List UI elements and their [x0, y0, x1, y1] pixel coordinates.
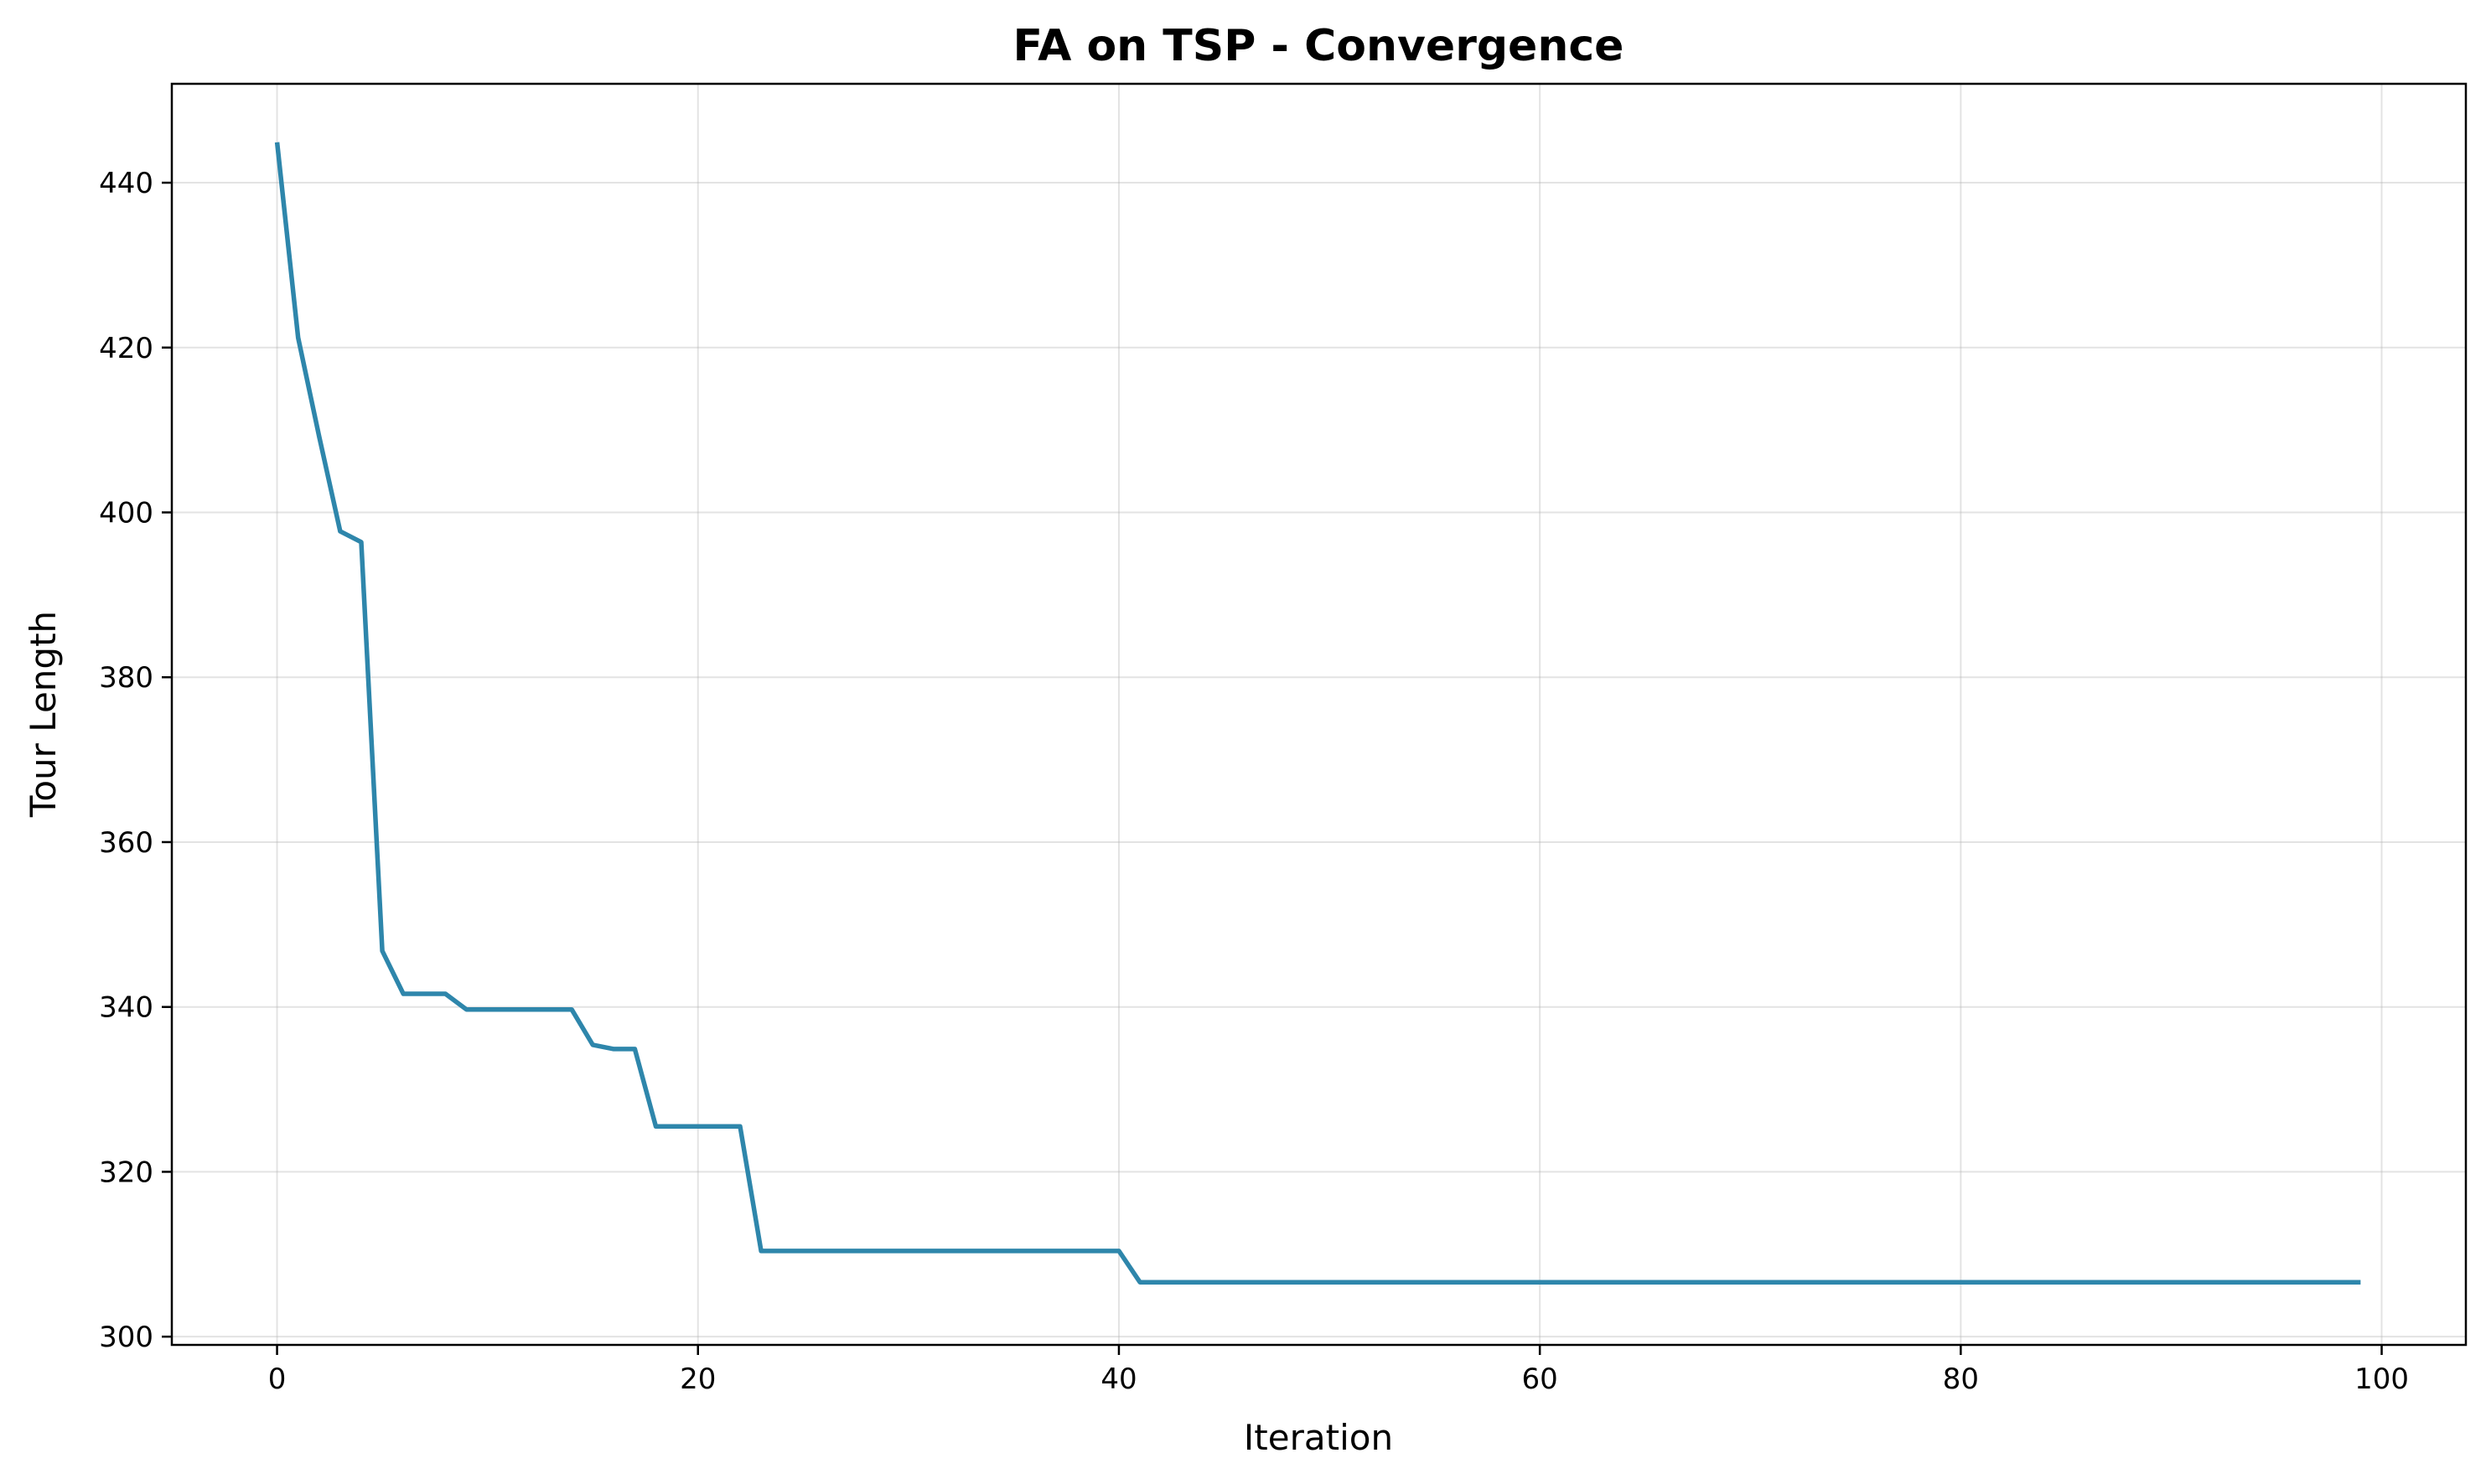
y-tick-label: 360 — [99, 826, 153, 860]
grid — [172, 84, 2466, 1345]
x-tick-label: 0 — [268, 1362, 287, 1396]
y-tick-label: 380 — [99, 661, 153, 695]
x-tick-label: 80 — [1943, 1362, 1979, 1396]
y-tick-label: 340 — [99, 991, 153, 1025]
y-tick-label: 440 — [99, 167, 153, 200]
y-tick-label: 300 — [99, 1321, 153, 1354]
x-tick-label: 60 — [1522, 1362, 1558, 1396]
x-tick-label: 20 — [680, 1362, 716, 1396]
series-layer — [274, 142, 2361, 1285]
chart-title: FA on TSP - Convergence — [1013, 21, 1624, 71]
y-axis-label: Tour Length — [23, 611, 64, 818]
ticks: 0 20 40 60 80 100 300 320 340 360 380 400 420 440 — [99, 167, 2409, 1396]
tour-length-series-line — [274, 142, 2361, 1285]
y-tick-label: 320 — [99, 1156, 153, 1189]
x-axis-label: Iteration — [1244, 1417, 1393, 1458]
y-tick-label: 420 — [99, 332, 153, 365]
plot-frame — [170, 82, 2468, 1347]
x-tick-label: 40 — [1100, 1362, 1137, 1396]
x-tick-label: 100 — [2354, 1362, 2409, 1396]
y-tick-label: 400 — [99, 497, 153, 530]
